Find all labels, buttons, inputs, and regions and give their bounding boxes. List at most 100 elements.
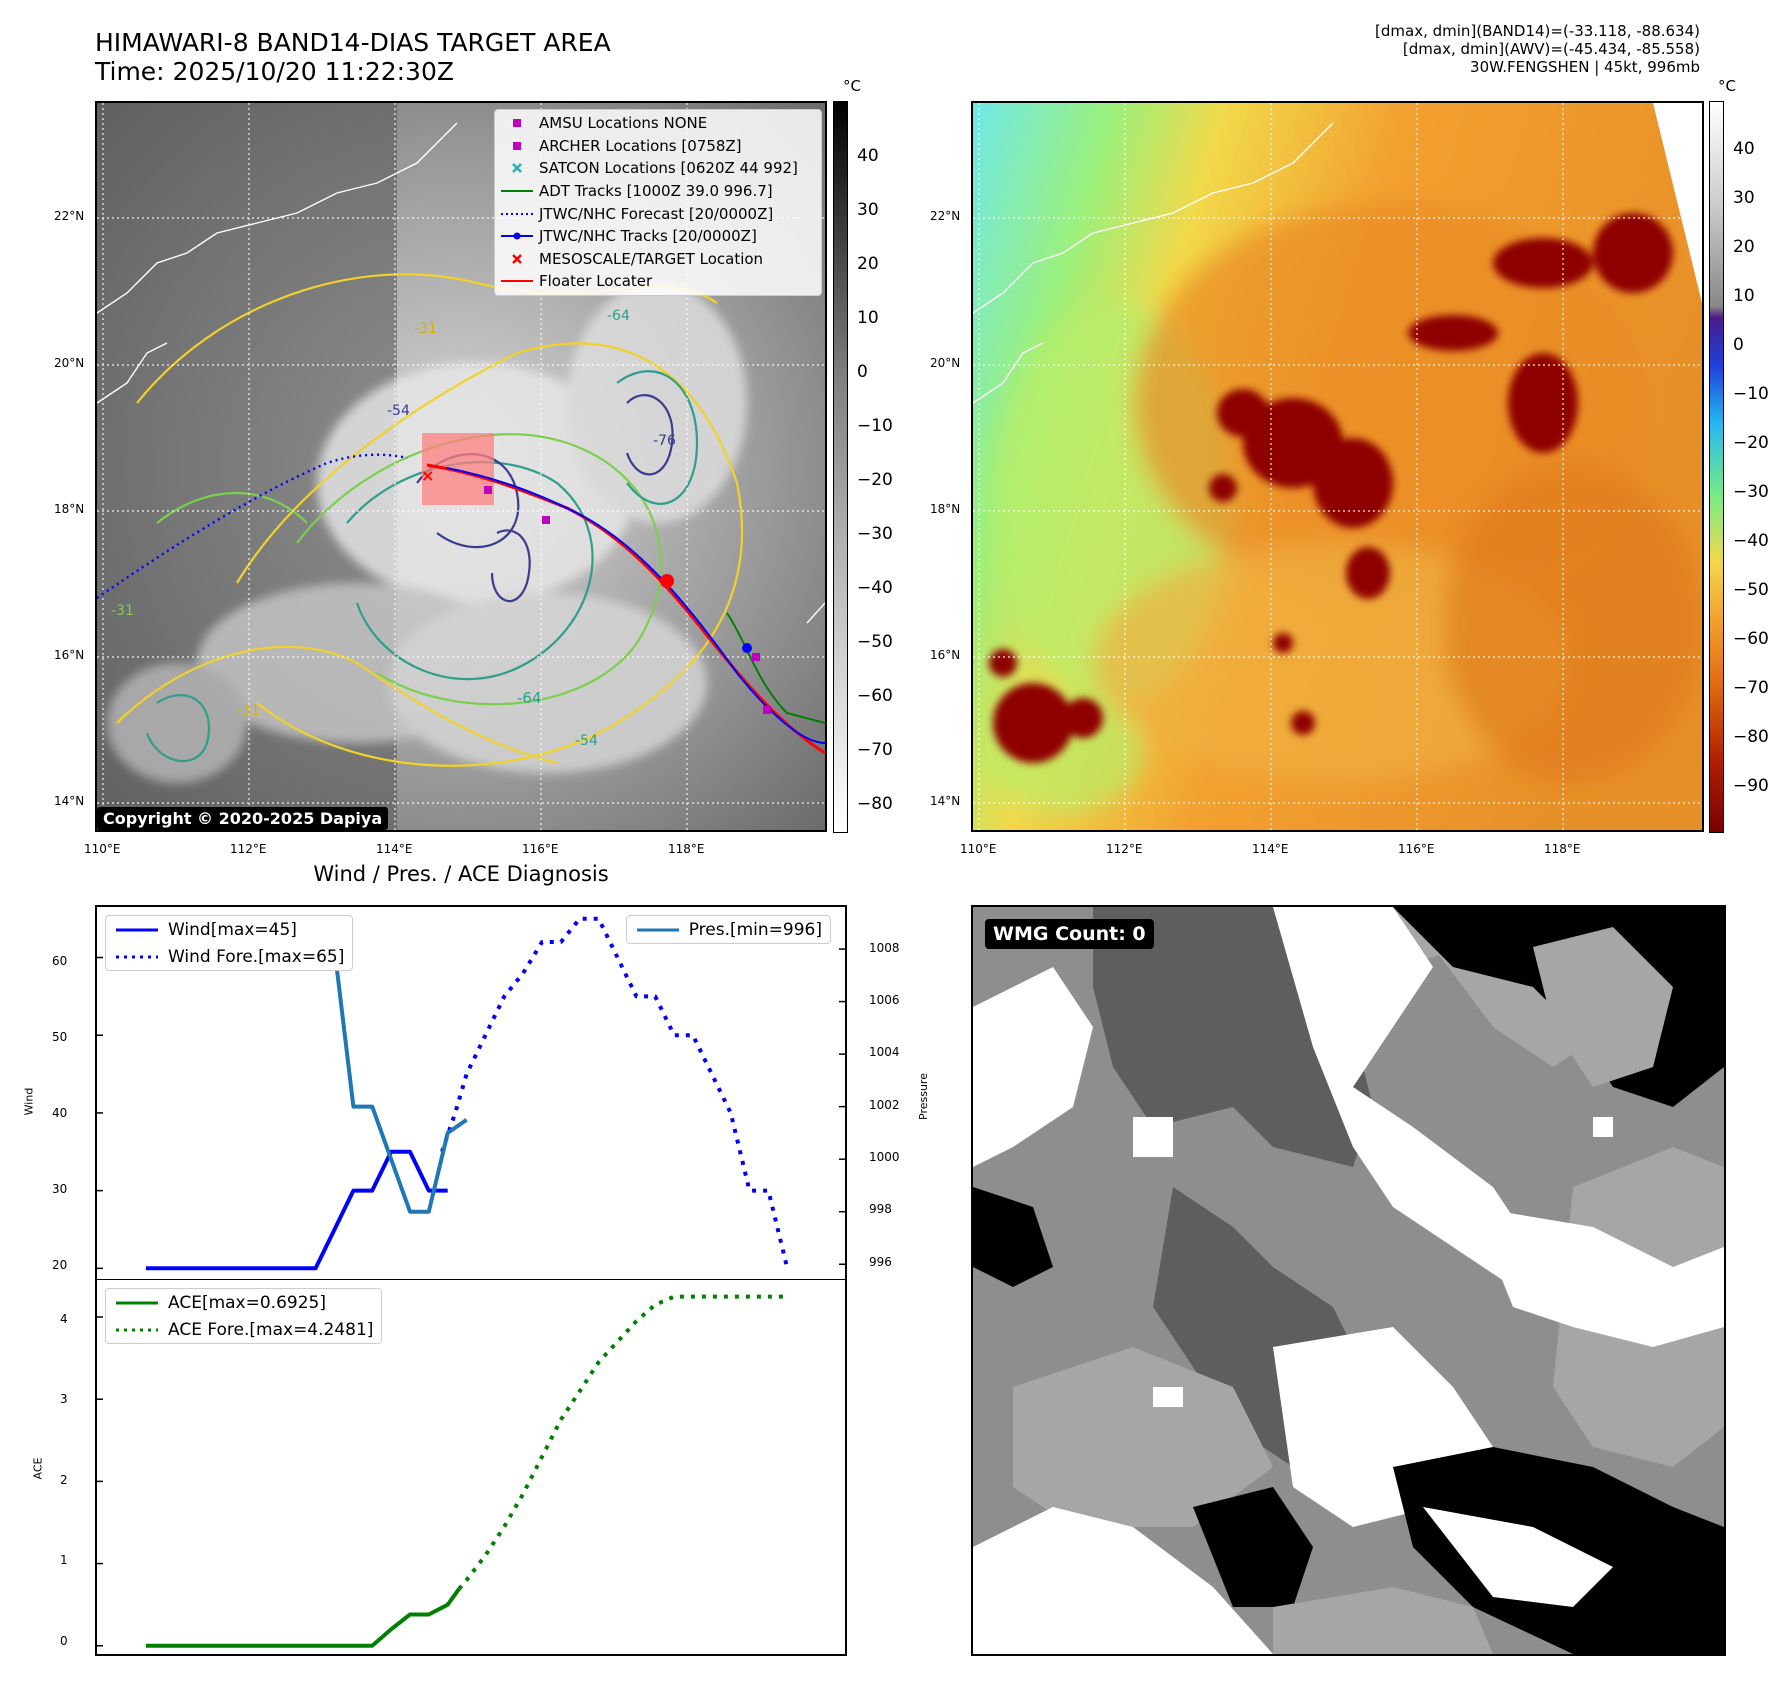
colorbar-unit: °C	[1718, 77, 1736, 95]
colorbar-tick: −10	[857, 416, 893, 436]
pressure-ytick: 1002	[869, 1098, 900, 1112]
series-line-0	[145, 1149, 448, 1271]
ace-ytick: 1	[60, 1553, 68, 1567]
wind-ytick: 60	[52, 954, 68, 968]
legend-item-amsu: AMSU Locations NONE	[495, 112, 821, 135]
colorbar-tick: −20	[857, 470, 893, 490]
lat-tick: 20°N	[930, 356, 961, 370]
ace-plot	[97, 1294, 788, 1648]
ace-ytick: 2	[60, 1473, 68, 1487]
pressure-ytick: 1008	[869, 941, 900, 955]
ir-map-panel: × -31 -64 -54 -76 -31 -64 -54 -31 AMSU L…	[95, 101, 827, 832]
pressure-ytick: 1004	[869, 1045, 900, 1059]
lon-tick: 112°E	[230, 842, 267, 856]
awv-map-panel	[971, 101, 1704, 832]
contour-label: -54	[387, 403, 410, 419]
colorbar-tick: −90	[1733, 776, 1769, 796]
colorbar-tick: −40	[857, 578, 893, 598]
lon-tick: 114°E	[376, 842, 413, 856]
figure-title: HIMAWARI-8 BAND14-DIAS TARGET AREA Time:…	[95, 28, 611, 86]
contour-label: -31	[237, 703, 260, 719]
legend-item-archer: ARCHER Locations [0758Z]	[495, 135, 821, 158]
lat-tick: 18°N	[54, 502, 85, 516]
lon-tick: 114°E	[1252, 842, 1289, 856]
colorbar-greyscale	[833, 101, 848, 833]
lat-tick: 22°N	[54, 209, 85, 223]
series-line-1	[440, 916, 790, 1269]
wind-ytick: 50	[52, 1030, 68, 1044]
legend-item-satcon: SATCON Locations [0620Z 44 992]	[495, 157, 821, 180]
legend-item-ace: ACE[max=0.6925]	[116, 1292, 326, 1313]
legend-item-jtwc-tracks: JTWC/NHC Tracks [20/0000Z]	[495, 225, 821, 248]
lat-tick: 14°N	[930, 794, 961, 808]
lat-tick: 18°N	[930, 502, 961, 516]
lon-tick: 110°E	[84, 842, 121, 856]
pressure-ytick: 996	[869, 1255, 892, 1269]
colorbar-tick: −50	[1733, 580, 1769, 600]
pressure-ytick: 1006	[869, 993, 900, 1007]
colorbar-tick: −10	[1733, 384, 1769, 404]
wind-axis-label: Wind	[22, 1087, 36, 1116]
info-line-2: [dmax, dmin](AWV)=(-45.434, -85.558)	[1402, 40, 1700, 58]
colorbar-tick: 10	[857, 308, 879, 328]
legend-item-pressure: Pres.[min=996]	[636, 919, 822, 940]
contour-label: -76	[653, 433, 676, 449]
contour-label: -64	[517, 689, 542, 707]
colorbar-tick: −20	[1733, 433, 1769, 453]
colorbar-unit: °C	[843, 77, 861, 95]
colorbar-tick: 30	[857, 200, 879, 220]
floater-box	[422, 433, 494, 505]
wind-ytick: 20	[52, 1258, 68, 1272]
legend-item-wind: Wind[max=45]	[116, 919, 297, 940]
ace-ytick: 4	[60, 1312, 68, 1326]
ace-legend: ACE[max=0.6925] ACE Fore.[max=4.2481]	[105, 1288, 383, 1344]
pressure-ytick: 998	[869, 1202, 892, 1216]
ace-ytick: 0	[60, 1634, 68, 1648]
pressure-legend: Pres.[min=996]	[625, 915, 831, 944]
wmg-panel: WMG Count: 0	[971, 905, 1726, 1656]
pressure-axis-label: Pressure	[916, 1073, 930, 1120]
colorbar-tick: 40	[857, 146, 879, 166]
ace-chart: ACE[max=0.6925] ACE Fore.[max=4.2481]	[95, 1279, 847, 1656]
wind-ytick: 30	[52, 1182, 68, 1196]
legend-item-mesoscale: MESOSCALE/TARGET Location	[495, 248, 821, 271]
colorbar-tick: 10	[1733, 286, 1755, 306]
lon-tick: 118°E	[1544, 842, 1581, 856]
wind-pressure-chart: Wind[max=45] Wind Fore.[max=65] Pres.[mi…	[95, 905, 847, 1280]
colorbar-tick: 20	[857, 254, 879, 274]
lon-tick: 116°E	[1398, 842, 1435, 856]
legend-item-floater: Floater Locater	[501, 272, 653, 291]
colorbar-tick: −70	[857, 740, 893, 760]
lon-tick: 112°E	[1106, 842, 1143, 856]
legend-item-ace-forecast: ACE Fore.[max=4.2481]	[116, 1319, 374, 1340]
colorbar-tick: 0	[1733, 335, 1744, 355]
legend-item-jtwc-forecast: JTWC/NHC Forecast [20/0000Z]	[501, 204, 774, 223]
lat-tick: 14°N	[54, 794, 85, 808]
title-line-1: HIMAWARI-8 BAND14-DIAS TARGET AREA	[95, 28, 611, 57]
colorbar-tick: 40	[1733, 139, 1755, 159]
colorbar-tick: −60	[857, 686, 893, 706]
diagnosis-title: Wind / Pres. / ACE Diagnosis	[313, 862, 609, 886]
wmg-image	[973, 907, 1724, 1654]
legend-item-adt: ADT Tracks [1000Z 39.0 996.7]	[501, 182, 773, 201]
title-line-2: Time: 2025/10/20 11:22:30Z	[95, 57, 454, 86]
contour-label: -31	[414, 321, 437, 337]
legend-item-wind-forecast: Wind Fore.[max=65]	[116, 946, 345, 967]
lat-tick: 20°N	[54, 356, 85, 370]
map-legend: AMSU Locations NONE ARCHER Locations [07…	[494, 109, 822, 296]
colorbar-tick: −50	[857, 632, 893, 652]
contour-label: -54	[575, 733, 598, 749]
lon-tick: 116°E	[522, 842, 559, 856]
awv-map-image	[973, 103, 1702, 830]
colorbar-tick: 0	[857, 362, 868, 382]
copyright-badge: Copyright © 2020-2025 Dapiya	[97, 807, 389, 830]
pressure-ytick: 1000	[869, 1150, 900, 1164]
wmg-count-badge: WMG Count: 0	[985, 919, 1154, 949]
series-line-1	[457, 1294, 788, 1591]
contour-label: -31	[111, 603, 134, 619]
colorbar-tick: −80	[1733, 727, 1769, 747]
lat-tick: 16°N	[930, 648, 961, 662]
colorbar-awv	[1709, 101, 1724, 833]
colorbar-tick: −70	[1733, 678, 1769, 698]
wind-ytick: 40	[52, 1106, 68, 1120]
